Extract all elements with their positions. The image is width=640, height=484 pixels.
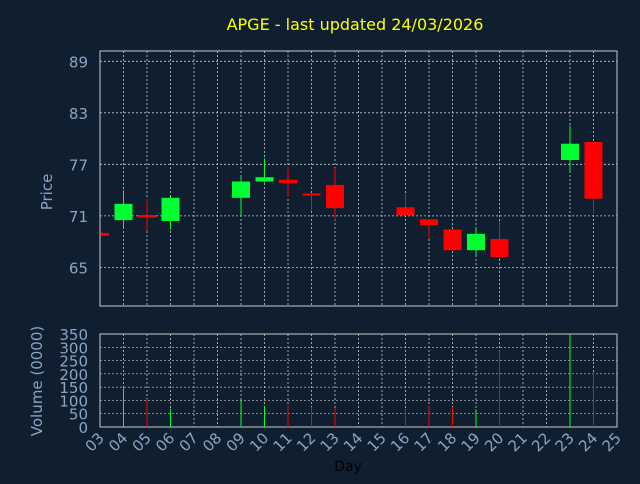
x-tick-label-11: 11 bbox=[270, 429, 296, 455]
candle-body-11 bbox=[279, 179, 297, 184]
candle-body-13 bbox=[326, 184, 344, 209]
candle-body-03 bbox=[101, 233, 109, 236]
x-tick-label-07: 07 bbox=[176, 429, 202, 455]
volume-tick-label-250: 250 bbox=[59, 353, 88, 371]
volume-tick-label-350: 350 bbox=[59, 326, 88, 344]
x-tick-label-24: 24 bbox=[575, 429, 601, 455]
candle-body-12 bbox=[302, 193, 321, 196]
price-panel-frame bbox=[99, 50, 618, 307]
x-tick-label-19: 19 bbox=[458, 429, 484, 455]
price-tick-label-71: 71 bbox=[69, 208, 88, 226]
volume-tick-label-150: 150 bbox=[59, 379, 88, 397]
price-tick-label-89: 89 bbox=[69, 53, 88, 71]
x-tick-label-25: 25 bbox=[599, 429, 625, 455]
x-tick-label-10: 10 bbox=[246, 429, 272, 455]
x-tick-label-06: 06 bbox=[152, 429, 178, 455]
axis-labels: 8983777165350300250200150100500030405060… bbox=[59, 53, 624, 455]
volume-axis-label: Volume (0000) bbox=[28, 326, 46, 436]
grid-layer bbox=[100, 51, 617, 428]
x-tick-label-08: 08 bbox=[199, 429, 225, 455]
candle-body-06 bbox=[161, 197, 180, 221]
candle-body-19 bbox=[467, 233, 485, 251]
x-axis-label: Day bbox=[334, 459, 362, 475]
x-tick-label-15: 15 bbox=[364, 429, 390, 455]
candle-body-09 bbox=[232, 181, 250, 198]
x-tick-label-14: 14 bbox=[340, 429, 366, 455]
volume-tick-label-200: 200 bbox=[59, 366, 88, 384]
volume-tick-label-0: 0 bbox=[78, 419, 88, 437]
x-tick-label-23: 23 bbox=[552, 429, 578, 455]
chart-title: APGE - last updated 24/03/2026 bbox=[227, 15, 484, 34]
x-tick-label-09: 09 bbox=[223, 429, 249, 455]
volume-tick-label-50: 50 bbox=[69, 406, 88, 424]
candle-body-05 bbox=[138, 214, 156, 218]
x-tick-label-18: 18 bbox=[434, 429, 460, 455]
candle-body-23 bbox=[561, 143, 579, 161]
price-axis-label: Price bbox=[38, 174, 56, 211]
volume-tick-label-300: 300 bbox=[59, 339, 88, 357]
x-tick-label-05: 05 bbox=[129, 429, 155, 455]
x-tick-label-21: 21 bbox=[505, 429, 531, 455]
candle-body-16 bbox=[396, 207, 415, 215]
x-tick-label-04: 04 bbox=[105, 429, 131, 455]
x-tick-label-20: 20 bbox=[481, 429, 507, 455]
plot-frames bbox=[99, 50, 618, 428]
x-tick-label-12: 12 bbox=[293, 429, 319, 455]
price-tick-label-83: 83 bbox=[69, 105, 88, 123]
volume-bars bbox=[123, 334, 594, 427]
x-tick-label-16: 16 bbox=[387, 429, 413, 455]
candle-body-04 bbox=[114, 203, 133, 221]
candle-body-17 bbox=[420, 219, 438, 226]
candle-body-24 bbox=[584, 142, 603, 199]
volume-tick-label-100: 100 bbox=[59, 392, 88, 410]
price-tick-label-65: 65 bbox=[69, 259, 88, 277]
volume-panel-frame bbox=[99, 333, 618, 428]
x-tick-label-22: 22 bbox=[528, 429, 554, 455]
price-candles bbox=[101, 125, 603, 259]
price-tick-label-77: 77 bbox=[69, 156, 88, 174]
candle-body-20 bbox=[490, 239, 509, 258]
x-tick-label-13: 13 bbox=[317, 429, 343, 455]
x-tick-label-17: 17 bbox=[411, 429, 437, 455]
candle-body-10 bbox=[255, 177, 274, 182]
candle-body-18 bbox=[443, 229, 462, 251]
